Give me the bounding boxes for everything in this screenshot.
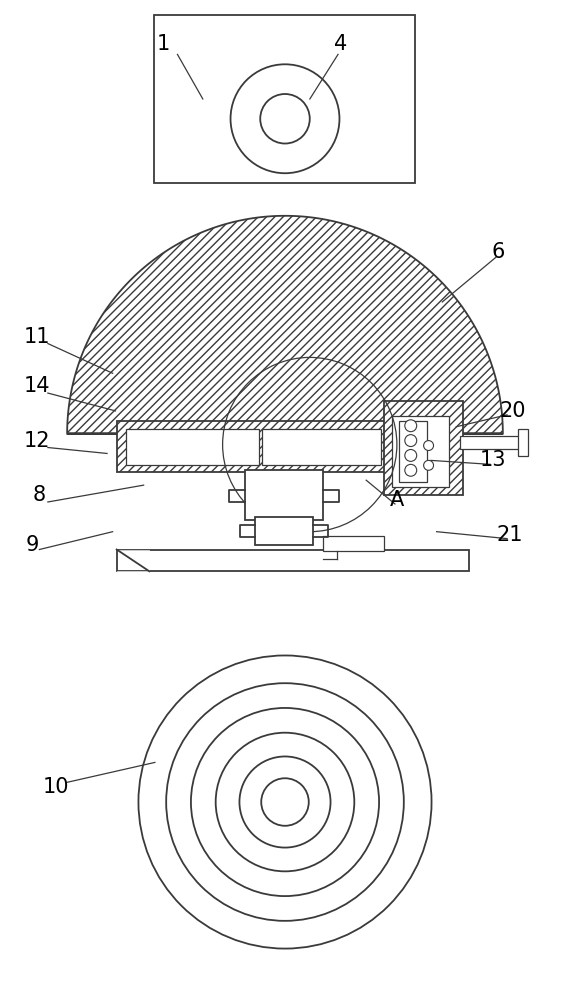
Bar [154,15,415,183]
Bar [245,470,323,520]
Bar [460,436,522,449]
Text: 14: 14 [23,376,50,396]
Circle shape [424,441,434,450]
Text: 6: 6 [492,242,505,262]
Text: 4: 4 [334,34,348,54]
Circle shape [405,464,417,476]
Text: 11: 11 [23,327,50,347]
Circle shape [230,64,340,173]
Bar [399,421,427,482]
Bar [392,416,450,487]
Text: 20: 20 [500,401,526,421]
Bar [518,429,527,456]
Bar [117,550,469,571]
Text: 10: 10 [43,777,69,797]
Polygon shape [67,216,503,434]
Text: A: A [390,490,405,510]
Bar [323,536,384,551]
Text: 12: 12 [23,431,50,451]
Text: 1: 1 [156,34,170,54]
Circle shape [405,435,417,447]
Bar [117,421,460,472]
Text: 9: 9 [26,535,39,555]
Bar [262,429,381,465]
Bar [255,517,313,545]
Circle shape [260,94,310,144]
Text: 8: 8 [33,485,46,505]
Circle shape [405,420,417,432]
Circle shape [424,460,434,470]
Bar [126,429,259,465]
Bar [384,401,463,495]
Circle shape [405,449,417,461]
Text: 21: 21 [497,525,523,545]
Bar [384,429,448,465]
Text: 13: 13 [480,450,506,470]
